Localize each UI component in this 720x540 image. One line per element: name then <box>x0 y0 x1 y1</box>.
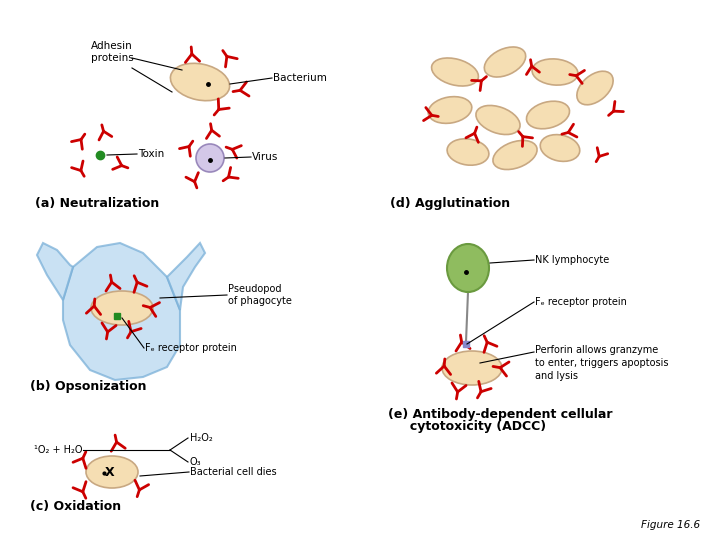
Ellipse shape <box>428 97 472 123</box>
Ellipse shape <box>447 139 489 165</box>
Text: Bacterial cell dies: Bacterial cell dies <box>190 467 276 477</box>
Text: (a) Neutralization: (a) Neutralization <box>35 197 159 210</box>
Text: Virus: Virus <box>252 152 279 162</box>
Text: Perforin allows granzyme
to enter, triggers apoptosis
and lysis: Perforin allows granzyme to enter, trigg… <box>535 345 668 381</box>
Ellipse shape <box>577 71 613 105</box>
Ellipse shape <box>171 63 230 100</box>
Text: Adhesin
proteins: Adhesin proteins <box>91 41 133 63</box>
Ellipse shape <box>476 105 520 134</box>
Ellipse shape <box>447 244 489 292</box>
Text: ¹O₂ + H₂O: ¹O₂ + H₂O <box>34 445 82 455</box>
Polygon shape <box>167 243 205 310</box>
Ellipse shape <box>493 140 537 170</box>
Text: cytotoxicity (ADCC): cytotoxicity (ADCC) <box>388 420 546 433</box>
Circle shape <box>196 144 224 172</box>
Ellipse shape <box>485 47 526 77</box>
Polygon shape <box>63 243 180 380</box>
Text: (b) Opsonization: (b) Opsonization <box>30 380 146 393</box>
Text: NK lymphocyte: NK lymphocyte <box>535 255 609 265</box>
Text: X: X <box>105 467 114 480</box>
Text: Pseudopod
of phagocyte: Pseudopod of phagocyte <box>228 284 292 306</box>
Text: H₂O₂: H₂O₂ <box>190 433 212 443</box>
Text: Figure 16.6: Figure 16.6 <box>641 520 700 530</box>
Text: Fₑ receptor protein: Fₑ receptor protein <box>535 297 627 307</box>
Text: (e) Antibody-dependent cellular: (e) Antibody-dependent cellular <box>388 408 613 421</box>
Text: Fₑ receptor protein: Fₑ receptor protein <box>145 343 237 353</box>
Text: (d) Agglutination: (d) Agglutination <box>390 197 510 210</box>
Text: (c) Oxidation: (c) Oxidation <box>30 500 121 513</box>
Polygon shape <box>37 243 73 300</box>
Text: O₃: O₃ <box>190 457 202 467</box>
Ellipse shape <box>540 134 580 161</box>
Ellipse shape <box>442 351 502 385</box>
Ellipse shape <box>431 58 478 86</box>
Ellipse shape <box>526 101 570 129</box>
Ellipse shape <box>91 291 153 325</box>
Ellipse shape <box>532 59 578 85</box>
Text: Bacterium: Bacterium <box>273 73 327 83</box>
Ellipse shape <box>86 456 138 488</box>
Text: Toxin: Toxin <box>138 149 164 159</box>
